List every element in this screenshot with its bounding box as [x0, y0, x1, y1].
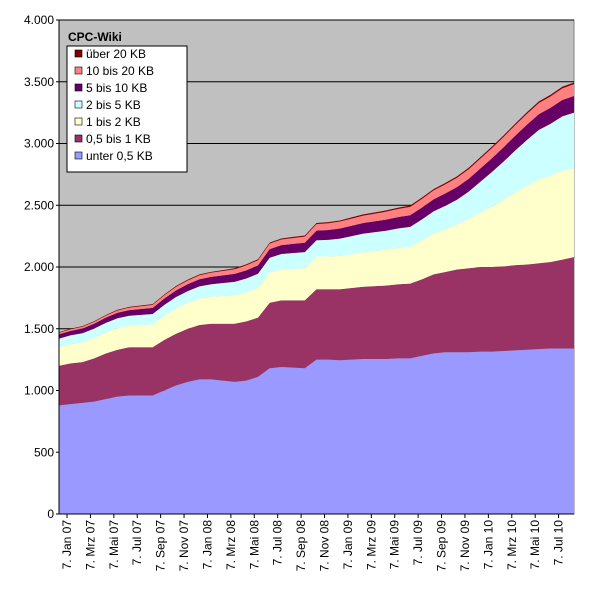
- y-tick-label-4: 2.000: [24, 260, 54, 274]
- y-tick-label-8: 4.000: [24, 13, 54, 27]
- x-tick-labels: 7. Jan 07 7. Mrz 07 7. Mai 07 7. Jul 07 7. S…: [60, 514, 566, 571]
- legend-label-5: 10 bis 20 KB: [86, 64, 154, 78]
- legend: CPC-Wiki über 20 KB 10 bis 20 KB 5 bis 10 …: [66, 30, 188, 173]
- legend-swatch-5: [74, 66, 83, 75]
- legend-label-0: unter 0,5 KB: [86, 149, 153, 163]
- y-tick-label-3: 1.500: [24, 322, 54, 336]
- x-tick-label-13: 7. Mrz 09: [364, 520, 378, 570]
- y-tick-label-2: 1.000: [24, 384, 54, 398]
- x-tick-label-14: 7. Mai 09: [388, 520, 402, 570]
- area-series-group: [59, 82, 574, 514]
- legend-swatch-3: [74, 100, 83, 109]
- x-tick-label-4: 7. Sep 07: [154, 520, 168, 572]
- area-series-3: [59, 112, 574, 348]
- y-tick-label-7: 3.500: [24, 75, 54, 89]
- legend-items: über 20 KB 10 bis 20 KB 5 bis 10 KB 2 bis 5…: [74, 47, 154, 163]
- legend-label-2: 1 bis 2 KB: [86, 115, 141, 129]
- x-tick-label-12: 7. Jan 09: [341, 520, 355, 570]
- x-tick-label-7: 7. Mrz 08: [224, 520, 238, 570]
- legend-swatch-0: [74, 151, 83, 160]
- x-tick-label-9: 7. Jul 08: [271, 520, 285, 566]
- x-tick-label-2: 7. Mai 07: [107, 520, 121, 570]
- legend-label-4: 5 bis 10 KB: [86, 81, 147, 95]
- area-series-1: [59, 257, 574, 406]
- x-tick-label-8: 7. Mai 08: [247, 520, 261, 570]
- legend-label-6: über 20 KB: [86, 47, 146, 61]
- legend-label-3: 2 bis 5 KB: [86, 98, 141, 112]
- area-series-0: [59, 348, 574, 514]
- y-tick-labels: 0 500 1.000 1.500 2.000 2.500 3.000 3.500 4.000: [24, 13, 59, 521]
- x-tick-label-19: 7. Mrz 10: [505, 520, 519, 570]
- x-tick-label-11: 7. Nov 08: [318, 520, 332, 572]
- x-tick-label-21: 7. Jul 10: [552, 520, 566, 566]
- x-tick-label-16: 7. Sep 09: [435, 520, 449, 572]
- legend-swatch-4: [74, 83, 83, 92]
- area-series-2: [59, 168, 574, 366]
- chart-title: CPC-Wiki: [68, 30, 122, 44]
- x-tick-label-6: 7. Jan 08: [200, 520, 214, 570]
- legend-swatch-6: [74, 49, 83, 58]
- x-tick-label-20: 7. Mai 10: [528, 520, 542, 570]
- y-tick-label-5: 2.500: [24, 198, 54, 212]
- x-tick-label-0: 7. Jan 07: [60, 520, 74, 570]
- legend-box: [66, 45, 188, 173]
- y-tick-label-6: 3.000: [24, 137, 54, 151]
- x-tick-label-3: 7. Jul 07: [130, 520, 144, 566]
- legend-swatch-1: [74, 134, 83, 143]
- x-tick-label-17: 7. Nov 09: [458, 520, 472, 572]
- legend-label-1: 0,5 bis 1 KB: [86, 132, 151, 146]
- x-tick-label-10: 7. Sep 08: [294, 520, 308, 572]
- x-tick-label-1: 7. Mrz 07: [83, 520, 97, 570]
- x-tick-label-15: 7. Jul 09: [411, 520, 425, 566]
- x-tick-label-18: 7. Jan 10: [481, 520, 495, 570]
- y-tick-label-0: 0: [47, 507, 54, 521]
- x-tick-label-5: 7. Nov 07: [177, 520, 191, 572]
- y-tick-label-1: 500: [34, 445, 54, 459]
- legend-swatch-2: [74, 117, 83, 126]
